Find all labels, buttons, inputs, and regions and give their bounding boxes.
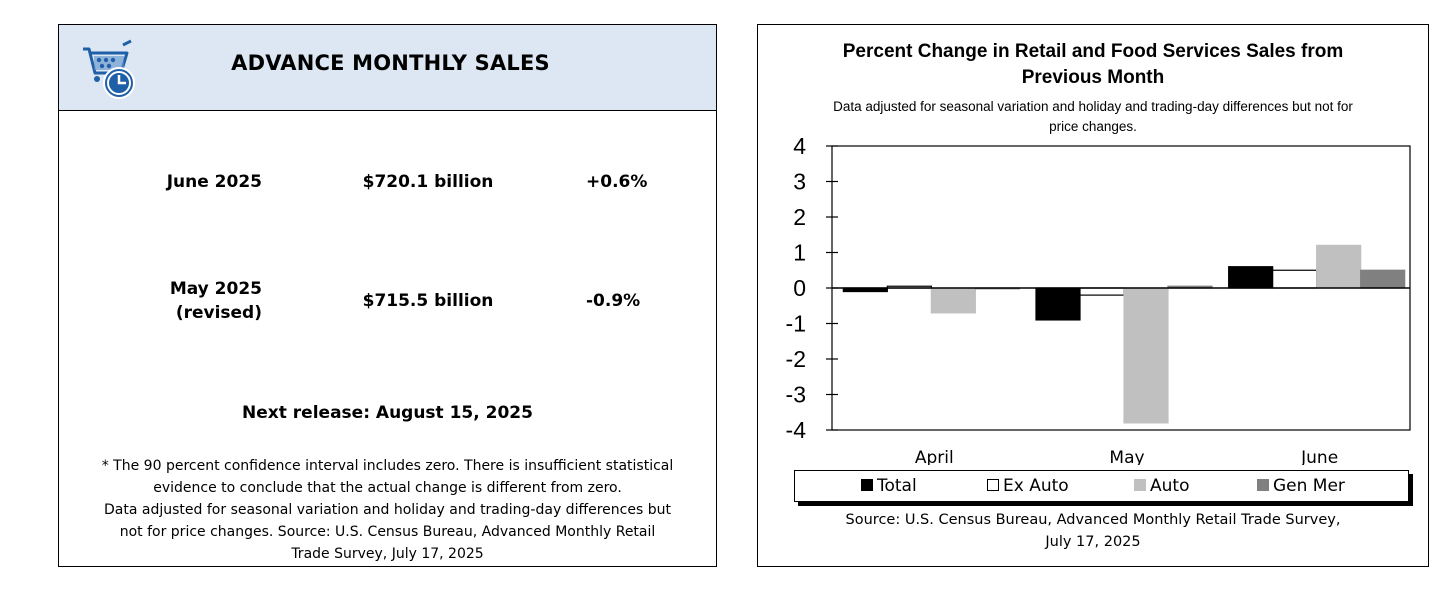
bar-auto-may	[1123, 287, 1169, 424]
chart-legend: Total Ex Auto Auto Gen Mer	[794, 470, 1409, 502]
y-tick-label: 1	[793, 240, 806, 266]
y-tick-label: -1	[786, 311, 806, 337]
bar-chart: 4 3 2 1 0 -1 -2 -3 -4 April May June	[786, 133, 1411, 465]
y-tick-label: 3	[793, 169, 806, 195]
next-release-date: Next release: August 15, 2025	[242, 403, 533, 423]
advance-monthly-sales-panel: ADVANCE MONTHLY SALES June 2025 $720.1 b…	[58, 24, 717, 567]
footnote-line: * The 90 percent confidence interval inc…	[101, 458, 674, 474]
chart-source: Source: U.S. Census Bureau, Advanced Mon…	[845, 512, 1341, 550]
bar-total-june	[1228, 266, 1274, 289]
chart-subtitle: Data adjusted for seasonal variation and…	[833, 99, 1353, 134]
period-label: May 2025 (revised)	[169, 279, 262, 323]
x-category-label: April	[915, 448, 954, 465]
bar-total-may	[1035, 287, 1081, 321]
x-category-label: June	[1300, 448, 1338, 465]
footnote: * The 90 percent confidence interval inc…	[73, 455, 702, 565]
panel-title: ADVANCE MONTHLY SALES	[231, 51, 550, 75]
legend-swatch-auto	[1134, 479, 1146, 491]
percent-change: +0.6%	[586, 172, 648, 192]
footnote-line: Data adjusted for seasonal variation and…	[104, 502, 671, 518]
y-tick-label: 4	[793, 133, 806, 159]
y-tick-label: -3	[786, 382, 806, 408]
y-tick-label: -4	[786, 417, 807, 443]
bar-ex-auto-may	[1079, 287, 1125, 296]
legend-swatch-total	[861, 479, 873, 491]
y-tick-label: -2	[786, 346, 806, 372]
period-label: June 2025	[166, 172, 262, 192]
panel-header: ADVANCE MONTHLY SALES	[59, 25, 716, 111]
legend-item-total: Total	[861, 476, 917, 496]
footnote-line: Trade Survey, July 17, 2025	[291, 546, 484, 562]
percent-change-chart-panel: Percent Change in Retail and Food Servic…	[757, 24, 1429, 567]
chart-title: Percent Change in Retail and Food Servic…	[842, 41, 1344, 88]
x-category-label: May	[1109, 448, 1144, 465]
bar-gen-mer-june	[1360, 269, 1406, 289]
y-tick-label: 2	[793, 204, 806, 230]
legend-swatch-gen-mer	[1257, 479, 1269, 491]
legend-swatch-ex-auto	[987, 479, 999, 491]
bar-auto-june	[1316, 244, 1362, 289]
bar-auto-april	[930, 287, 976, 314]
footnote-line: evidence to conclude that the actual cha…	[153, 480, 622, 496]
sales-amount: $715.5 billion	[362, 291, 494, 311]
percent-change: -0.9%	[586, 291, 641, 311]
shopping-cart-clock-icon	[83, 39, 135, 99]
y-tick-label: 0	[793, 275, 806, 301]
legend-item-auto: Auto	[1134, 476, 1189, 496]
legend-item-gen-mer: Gen Mer	[1257, 476, 1345, 496]
footnote-line: not for price changes. Source: U.S. Cens…	[119, 524, 656, 540]
bar-ex-auto-june	[1272, 269, 1318, 289]
sales-amount: $720.1 billion	[362, 172, 494, 192]
legend-item-ex-auto: Ex Auto	[987, 476, 1069, 496]
